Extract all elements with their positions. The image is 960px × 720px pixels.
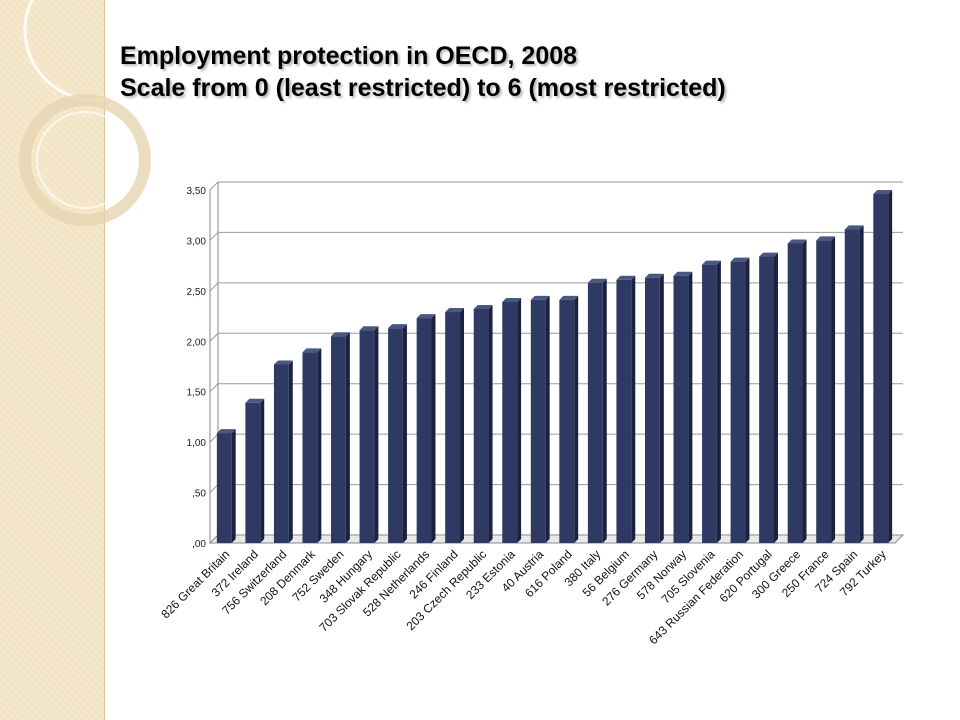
bar: [644, 273, 664, 543]
y-tick-label: 3,00: [187, 236, 207, 247]
bar: [359, 326, 379, 543]
bar: [873, 190, 893, 543]
bar: [388, 324, 407, 543]
y-tick-label: 2,00: [187, 337, 207, 348]
gridline-side: [209, 383, 219, 393]
bar: [787, 239, 807, 543]
chart-axes: [208, 182, 905, 544]
bar: [416, 314, 436, 543]
decorative-circles: [19, 0, 167, 226]
bar: [616, 275, 636, 543]
gridline-side: [209, 433, 219, 443]
y-tick-label: ,50: [192, 489, 206, 500]
bar: [245, 398, 265, 543]
bar: [331, 332, 350, 543]
bar: [759, 252, 778, 543]
bar: [216, 429, 236, 543]
slide-subtitle: Scale from 0 (least restricted) to 6 (mo…: [120, 74, 726, 102]
gridline-side: [209, 484, 219, 493]
bar: [730, 257, 750, 543]
side-decoration-strip: [0, 0, 105, 720]
bar: [473, 305, 493, 543]
bar: [445, 308, 465, 543]
bar: [559, 295, 579, 543]
slide-title-block: Employment protection in OECD, 2008 Scal…: [120, 40, 940, 104]
bar: [844, 225, 864, 543]
bar: [302, 348, 322, 543]
y-tick-label: ,00: [192, 539, 206, 550]
bar: [587, 278, 607, 543]
bar: [273, 360, 293, 543]
bar: [530, 295, 550, 543]
y-tick-label: 1,50: [187, 388, 207, 399]
gridline-side: [209, 282, 219, 292]
gridline-side: [209, 232, 219, 241]
slide-title: Employment protection in OECD, 2008: [120, 42, 578, 70]
y-tick-label: 2,50: [187, 287, 207, 298]
y-tick-label: 3,50: [187, 186, 207, 197]
chart-bars: [216, 190, 893, 543]
bar: [673, 271, 693, 543]
gridline-side: [209, 181, 219, 191]
y-axis-tick-labels: ,00 ,50 1,00 1,50 2,00 2,50 3,00 3,50: [187, 186, 207, 550]
bar: [816, 236, 836, 543]
chart-floor: [208, 534, 905, 544]
gridline-side: [209, 332, 219, 342]
bar: [502, 297, 522, 543]
y-tick-label: 1,00: [187, 438, 207, 449]
bar: [702, 260, 721, 543]
